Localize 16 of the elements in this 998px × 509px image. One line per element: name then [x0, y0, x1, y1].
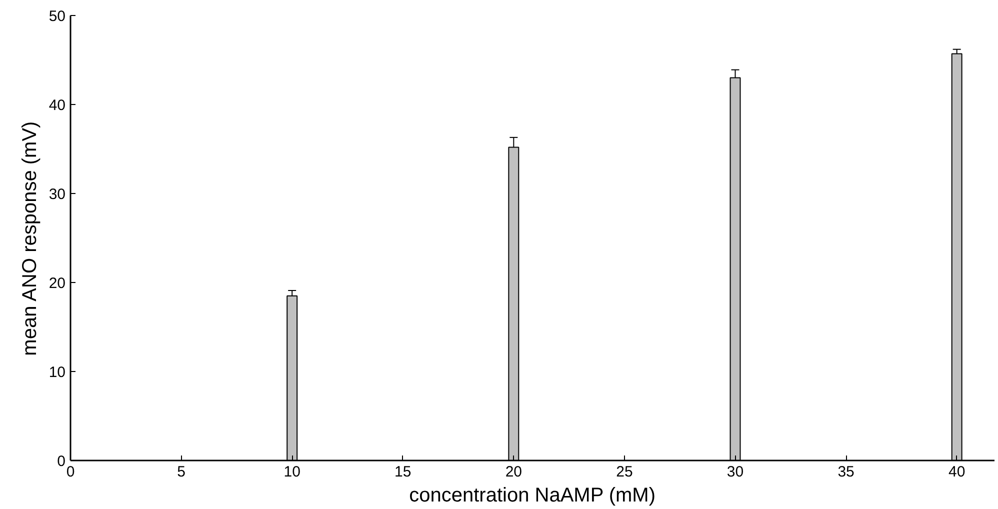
x-tick-label: 15 — [394, 464, 412, 480]
y-tick-label: 0 — [57, 453, 66, 470]
x-tick-label: 35 — [838, 464, 854, 480]
x-tick-label: 5 — [177, 464, 186, 480]
x-tick-label: 10 — [284, 464, 300, 480]
x-tick-label: 25 — [616, 464, 633, 480]
y-tick-label: 40 — [48, 97, 66, 114]
x-axis-title: concentration NaAMP (mM) — [409, 484, 656, 506]
y-tick-label: 20 — [48, 275, 66, 292]
y-axis-title: mean ANO response (mV) — [18, 121, 41, 356]
x-tick-label: 20 — [505, 464, 522, 480]
y-tick-label: 10 — [48, 364, 66, 381]
y-tick-label: 30 — [48, 186, 66, 203]
x-tick-label: 30 — [726, 464, 744, 480]
y-tick-label: 50 — [48, 8, 66, 25]
x-tick-label: 40 — [948, 464, 966, 480]
